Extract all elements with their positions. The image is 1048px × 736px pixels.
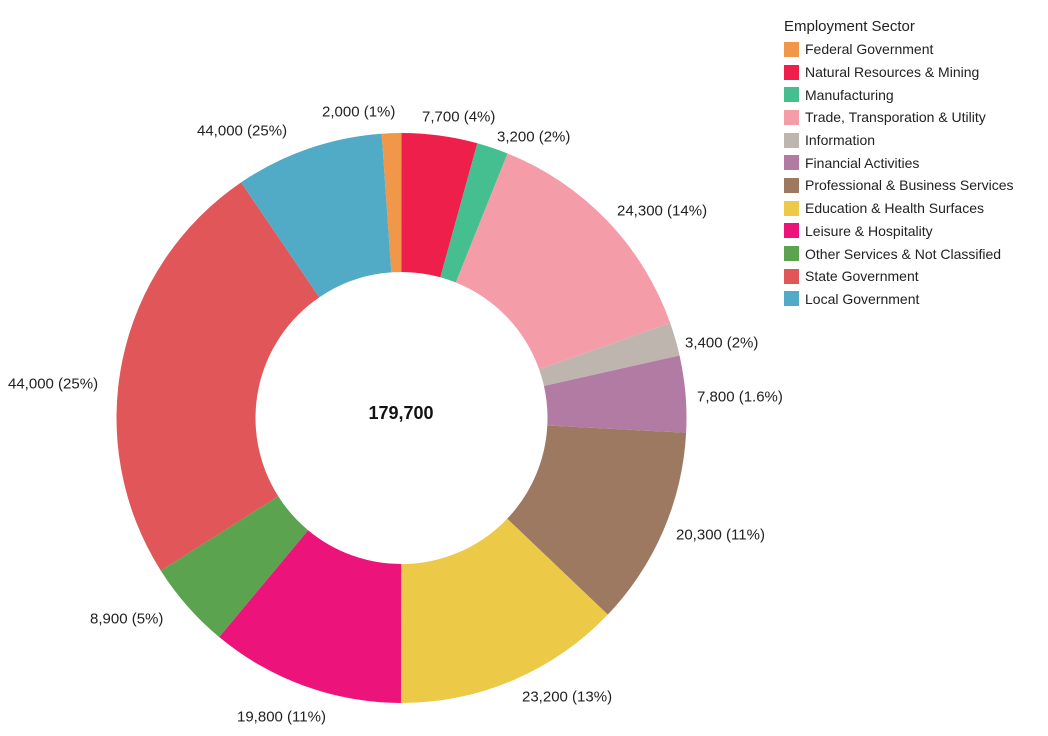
- legend-item: State Government: [784, 265, 1014, 288]
- legend-item: Other Services & Not Classified: [784, 242, 1014, 265]
- legend-label: Other Services & Not Classified: [805, 245, 1002, 262]
- legend-label: Manufacturing: [805, 86, 894, 103]
- data-label: 8,900 (5%): [90, 610, 164, 628]
- legend-label: Natural Resources & Mining: [805, 64, 980, 81]
- legend-label: Information: [805, 132, 876, 149]
- slice-manufacturing: [440, 143, 508, 283]
- legend-swatch: [784, 41, 799, 57]
- legend-label: Professional & Business Services: [805, 177, 1014, 194]
- data-label: 20,300 (11%): [676, 526, 765, 544]
- legend-swatch: [784, 268, 799, 284]
- legend-item: Natural Resources & Mining: [784, 61, 1014, 84]
- data-label: 24,300 (14%): [617, 202, 708, 220]
- slice-information: [539, 322, 680, 386]
- legend-title: Employment Sector: [784, 18, 915, 35]
- legend-item: Federal Government: [784, 38, 1014, 61]
- legend-swatch: [784, 246, 799, 262]
- slice-federal-government: [381, 133, 402, 273]
- legend-item: Information: [784, 129, 1014, 152]
- legend-swatch: [784, 132, 799, 148]
- slice-state-government: [116, 182, 320, 571]
- slice-professional-business-services: [507, 425, 687, 615]
- slice-natural-resources-mining: [401, 133, 478, 278]
- legend-label: Financial Activities: [805, 154, 920, 171]
- slice-trade-transporation-utility: [455, 153, 671, 370]
- legend-item: Trade, Transporation & Utility: [784, 106, 1014, 129]
- legend-swatch: [784, 64, 799, 80]
- legend-swatch: [784, 223, 799, 239]
- data-label: 2,000 (1%): [322, 103, 396, 121]
- legend-swatch: [784, 109, 799, 125]
- legend-swatch: [784, 177, 799, 193]
- legend-swatch: [784, 291, 799, 307]
- data-label: 7,800 (1.6%): [697, 388, 783, 406]
- legend-item: Financial Activities: [784, 151, 1014, 174]
- legend-label: Local Government: [805, 290, 920, 307]
- legend-label: State Government: [805, 268, 919, 285]
- legend-item: Manufacturing: [784, 83, 1014, 106]
- legend-item: Local Government: [784, 288, 1014, 311]
- data-label: 44,000 (25%): [197, 122, 288, 140]
- data-label: 3,400 (2%): [685, 334, 759, 352]
- legend-swatch: [784, 200, 799, 216]
- legend-item: Education & Health Surfaces: [784, 197, 1014, 220]
- legend-item: Professional & Business Services: [784, 174, 1014, 197]
- legend-swatch: [784, 87, 799, 103]
- slice-leisure-hospitality: [219, 530, 402, 703]
- legend-label: Federal Government: [805, 41, 934, 58]
- legend-label: Education & Health Surfaces: [805, 200, 984, 217]
- center-total-label: 179,700: [368, 403, 434, 423]
- data-label: 23,200 (13%): [522, 688, 613, 706]
- legend-swatch: [784, 155, 799, 171]
- slice-local-government: [241, 133, 392, 298]
- data-label: 3,200 (2%): [497, 128, 571, 146]
- legend-label: Trade, Transporation & Utility: [805, 109, 986, 126]
- legend: Employment Sector Federal Government Natu…: [784, 18, 1014, 310]
- data-label: 19,800 (11%): [237, 708, 326, 726]
- data-label: 44,000 (25%): [8, 375, 99, 393]
- data-label: 7,700 (4%): [422, 108, 496, 126]
- slice-education-health-surfaces: [400, 518, 608, 703]
- slice-other-services-not-classified: [160, 496, 309, 638]
- slice-financial-activities: [543, 355, 687, 433]
- legend-item: Leisure & Hospitality: [784, 220, 1014, 243]
- legend-label: Leisure & Hospitality: [805, 222, 933, 239]
